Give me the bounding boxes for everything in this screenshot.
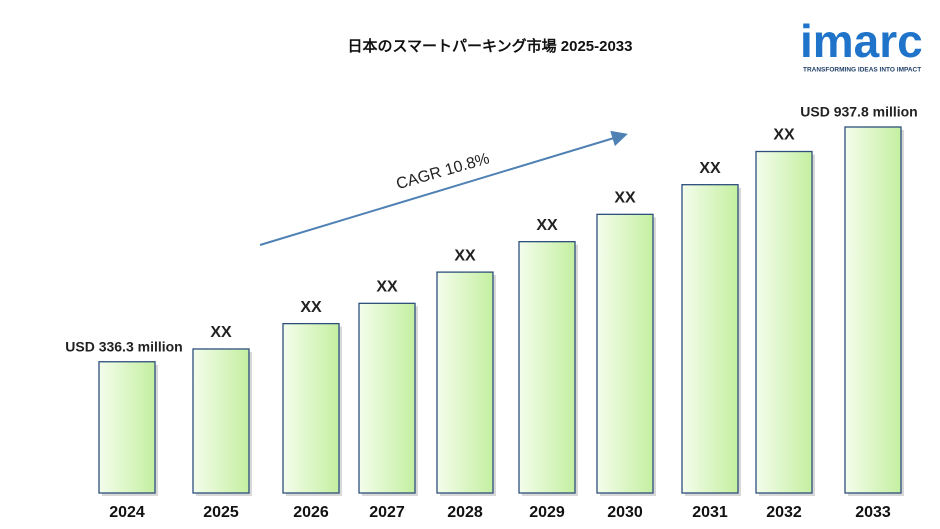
value-label: XX (454, 247, 476, 264)
x-tick-label: 2025 (203, 504, 239, 521)
cagr-label: CAGR 10.8% (394, 150, 491, 193)
logo-tagline: TRANSFORMING IDEAS INTO IMPACT (803, 67, 921, 74)
logo-name: imarc (800, 15, 923, 67)
value-label: XX (536, 217, 558, 234)
bar (282, 322, 340, 494)
value-label: XX (376, 279, 398, 296)
cagr-arrow (259, 130, 628, 246)
x-tick-label: 2030 (607, 504, 643, 521)
chart-title: 日本のスマートパーキング市場 2025-2033 (347, 37, 632, 55)
value-label: USD 336.3 million (65, 338, 182, 354)
x-tick-label: 2024 (109, 504, 145, 521)
bar (98, 361, 156, 494)
bar (436, 271, 494, 494)
value-label: XX (210, 324, 232, 341)
x-tick-label: 2028 (447, 504, 483, 521)
bar (518, 241, 576, 494)
x-tick-label: 2027 (369, 504, 405, 521)
bar (192, 348, 250, 494)
x-tick-label: 2026 (293, 504, 329, 521)
x-tick-label: 2031 (692, 504, 728, 521)
x-tick-label: 2029 (529, 504, 565, 521)
x-tick-label: 2032 (766, 504, 802, 521)
bar (596, 213, 654, 494)
bar (844, 126, 902, 494)
bar (755, 150, 813, 494)
bar (358, 302, 416, 494)
value-label: XX (773, 127, 795, 144)
bar (681, 184, 739, 494)
value-label: XX (614, 190, 636, 207)
x-tick-label: 2033 (855, 504, 891, 521)
value-label: XX (699, 160, 721, 177)
value-label: USD 937.8 million (800, 104, 917, 120)
value-label: XX (300, 299, 322, 316)
